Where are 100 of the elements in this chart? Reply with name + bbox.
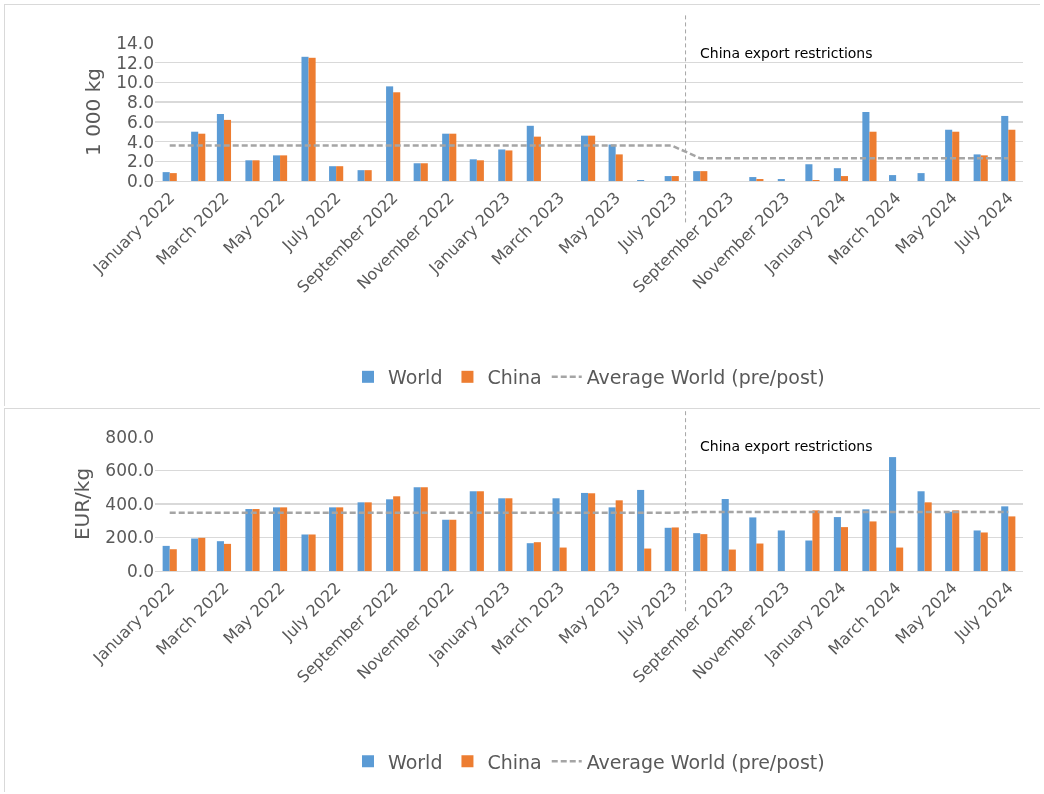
bar [805,540,813,571]
bar [812,510,820,571]
bar [756,543,764,571]
legend-label: Average World (pre/post) [586,750,825,773]
y-tick-label: 2.0 [126,151,154,172]
bar [728,549,736,571]
bar [198,537,206,571]
bar [973,530,981,571]
bar [336,166,344,181]
bar [526,125,534,181]
bar [449,133,457,181]
bar [223,119,232,181]
bar [700,534,708,571]
bar [364,170,372,181]
y-tick-label: 200.0 [105,527,154,548]
y-tick-label: 400.0 [105,493,154,514]
bar [272,507,281,571]
bar [301,56,309,181]
y-tick-label: 14.0 [116,32,154,53]
bar [862,509,870,571]
bar [559,547,567,571]
bar [664,176,672,181]
bar [588,135,596,181]
bar [917,491,925,571]
bar [386,86,394,181]
bar [833,517,841,571]
bar [245,160,253,181]
bar [608,507,616,571]
bar [1008,516,1016,571]
bar [889,175,897,181]
y-tick-label: 4.0 [126,131,154,152]
y-tick-label: 8.0 [126,92,154,113]
bar [280,155,288,181]
bar [896,547,904,571]
bar [693,171,701,181]
y-tick-label: 0.0 [126,560,154,581]
bar [216,541,224,571]
bar [749,177,757,181]
bar [272,155,281,181]
bar [364,502,372,571]
legend-label: Average World (pre/post) [586,366,825,389]
bar [945,511,953,571]
bar [980,155,988,181]
bar [749,517,757,571]
bar [393,496,401,571]
bar [162,545,170,571]
bar [581,135,589,181]
y-axis-title: EUR/kg [69,467,94,541]
bar [223,543,232,571]
bar [615,500,623,571]
bar [526,543,534,571]
y-tick-label: 10.0 [116,72,154,93]
bar [198,133,206,181]
bar [357,170,365,181]
bar [505,498,513,571]
bar [952,510,960,571]
bar [615,154,623,181]
bar [413,163,421,181]
bar [833,168,841,181]
bar [505,150,513,181]
bar [420,163,428,181]
bar [252,509,260,571]
bar [191,131,199,181]
bar [498,498,506,571]
bar [1001,115,1009,181]
bar [945,129,953,181]
bar [693,533,701,571]
bar [162,172,170,181]
bar [862,112,870,181]
bar [191,538,199,571]
legend-label: World [388,366,443,389]
bar [840,527,849,571]
bar [280,507,288,571]
bar [980,532,988,571]
bar [476,491,484,571]
bar [357,502,365,571]
bar [498,149,506,181]
bar [169,549,177,571]
bar [700,171,708,181]
bar [1008,129,1016,181]
bar [476,160,484,181]
bar [413,487,421,571]
y-tick-label: 800.0 [105,426,154,447]
bar [588,493,596,571]
bar [252,160,260,181]
y-axis-title: 1 000 kg [80,68,105,156]
bar [608,144,616,181]
y-tick-label: 12.0 [116,52,154,73]
bar [924,502,932,571]
bar [952,131,960,181]
bar [533,136,541,181]
bar [336,507,344,571]
bar [973,154,981,181]
bar [216,113,224,181]
bar [644,548,652,571]
bar [889,457,897,571]
bar [469,159,477,181]
bar [869,521,877,571]
bar [869,131,877,181]
bar [533,542,541,571]
